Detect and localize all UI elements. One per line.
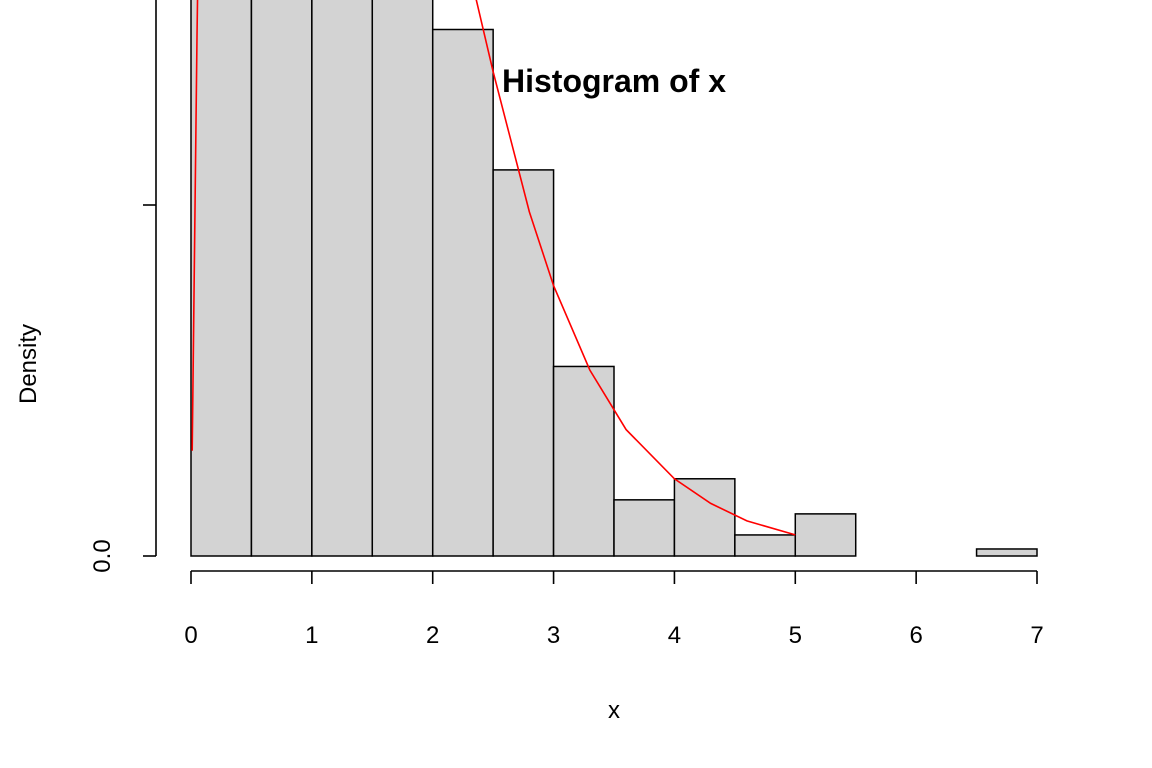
histogram-bar-0 [190,0,253,557]
density-curve-layer [191,0,796,536]
histogram-bar-6 [552,365,615,557]
x-tick-label-0: 0 [184,622,197,649]
y-tick-label-0: 0.0 [89,539,116,572]
histogram-bar-2 [311,0,374,557]
histogram-bar-9 [734,534,797,557]
histogram-bar-13 [975,548,1038,557]
x-axis: 0 1 2 3 4 5 6 7 [184,570,1044,649]
histogram-bar-10 [794,513,857,557]
x-tick-label-1: 1 [305,622,318,649]
histogram-bars [190,0,1038,557]
x-tick-label-5: 5 [789,622,802,649]
y-axis: 0.00.20.4 [89,0,157,573]
histogram-bar-8 [673,478,736,557]
histogram-bar-5 [492,169,555,557]
x-axis-label: x [608,697,620,724]
x-tick-label-7: 7 [1030,622,1043,649]
x-tick-label-2: 2 [426,622,439,649]
histogram-bar-3 [371,0,434,557]
histogram-bar-7 [613,499,676,557]
y-axis-label: Density [15,324,42,404]
density-curve-line [191,0,796,536]
x-tick-label-3: 3 [547,622,560,649]
histogram-bar-4 [431,28,494,557]
x-tick-label-4: 4 [668,622,681,649]
histogram-bar-1 [250,0,313,557]
chart-title: Histogram of x [502,63,726,99]
x-tick-label-6: 6 [909,622,922,649]
